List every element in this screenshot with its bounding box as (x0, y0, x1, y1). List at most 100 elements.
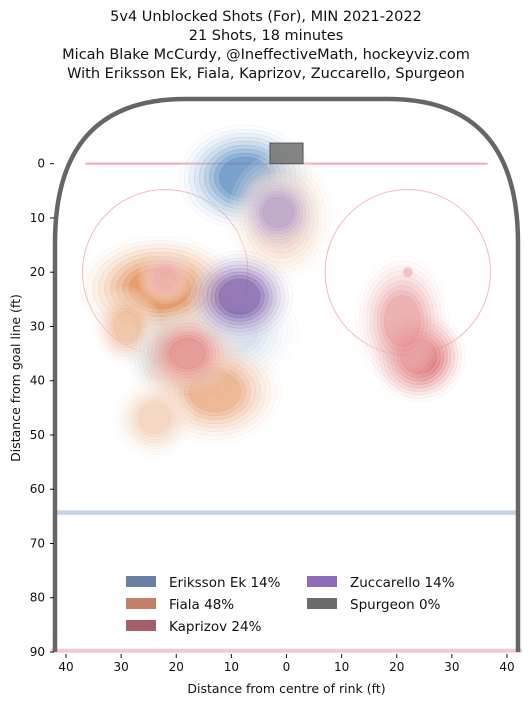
y-tick-label: 70 (30, 536, 45, 550)
density-contour (379, 317, 459, 396)
density-contour (162, 334, 213, 384)
density-contour (142, 314, 233, 404)
legend-label: Eriksson Ek 14% (169, 575, 281, 591)
density-contour (147, 319, 206, 377)
goal-net (269, 142, 304, 165)
density-contour (138, 403, 170, 435)
density-contour (247, 182, 310, 243)
density-contour (128, 267, 191, 310)
density-contour (134, 306, 241, 412)
density-contour (150, 322, 225, 396)
y-axis-title: Distance from goal line (ft) (8, 294, 23, 462)
density-contour (158, 330, 217, 388)
density-contour (194, 257, 285, 336)
density-contour (250, 185, 307, 240)
density-fiala (80, 152, 335, 459)
density-contour (126, 391, 183, 447)
density-contour (80, 236, 240, 341)
density-contour (147, 320, 227, 387)
density-contour (202, 264, 277, 329)
density-contour (169, 283, 293, 381)
density-contour (138, 310, 237, 408)
density-contour (105, 302, 148, 351)
y-tick-label: 0 (37, 157, 45, 171)
density-contour (190, 299, 273, 365)
density-contour (131, 303, 222, 393)
density-contour (168, 338, 206, 370)
density-contour (148, 339, 282, 444)
density-contour (175, 287, 288, 377)
density-contour (372, 310, 466, 403)
density-contour (155, 327, 198, 369)
density-contour (104, 252, 216, 325)
density-contour (153, 343, 277, 440)
x-tick-label: 30 (114, 660, 129, 674)
density-contour (116, 259, 204, 317)
legend-swatch (126, 576, 156, 587)
x-axis-title: Distance from centre of rink (ft) (187, 681, 385, 696)
density-contour (161, 332, 213, 376)
legend-label: Fiala 48% (169, 597, 234, 613)
density-contour (132, 397, 177, 441)
y-tick-label: 90 (30, 645, 45, 659)
x-tick-label: 10 (224, 660, 239, 674)
chart-axes: 0 10 20 30 40 50 60 70 80 90 40 30 20 10 0 10 20 30 40 Dist… (8, 157, 515, 696)
density-contour (239, 167, 323, 269)
density-contour (103, 299, 150, 354)
density-contour (186, 250, 293, 343)
shot-density-layer (80, 124, 466, 459)
density-contour (154, 326, 221, 392)
density-contour (375, 313, 462, 399)
density-contour (210, 271, 269, 322)
density-contour (146, 318, 229, 400)
density-contour (383, 295, 421, 347)
density-contour (138, 251, 192, 304)
density-contour (190, 254, 289, 340)
density-contour (380, 290, 425, 352)
chart-subtitle-shots: 21 Shots, 18 minutes (188, 28, 344, 44)
density-contour (142, 255, 188, 300)
x-tick-label: 10 (334, 660, 349, 674)
y-tick-label: 50 (30, 428, 45, 442)
left-faceoff-circle-dot (160, 267, 171, 278)
density-contour (92, 244, 228, 333)
density-contour (127, 299, 226, 397)
density-contour (195, 303, 268, 361)
rink-boards (52, 96, 521, 652)
y-tick-label: 10 (30, 211, 45, 225)
density-contour (209, 148, 282, 206)
density-contour (139, 311, 214, 385)
y-tick-label: 80 (30, 591, 45, 605)
density-contour (173, 359, 257, 425)
density-contour (178, 363, 251, 421)
density-contour (198, 261, 281, 333)
density-contour (259, 194, 297, 231)
density-contour (205, 311, 258, 353)
density-contour (168, 355, 262, 429)
density-contour (143, 315, 210, 381)
legend-swatch (126, 598, 156, 609)
density-contour (98, 293, 155, 360)
x-tick-label: 20 (169, 660, 184, 674)
density-contour (123, 295, 230, 401)
density-contour (144, 317, 231, 390)
density-contour (359, 260, 446, 382)
legend-label: Zuccarello 14% (350, 575, 455, 591)
left-faceoff-circle (82, 189, 249, 356)
density-contour (163, 351, 267, 433)
density-contour (252, 182, 310, 254)
density-contour (150, 263, 180, 293)
density-contour (389, 327, 448, 385)
x-tick-label: 20 (389, 660, 404, 674)
density-contour (219, 156, 272, 198)
density-contour (382, 320, 455, 392)
density-contour (123, 388, 186, 450)
density-contour (203, 144, 287, 210)
density-contour (373, 280, 432, 362)
legend-swatch (307, 598, 337, 609)
density-contour (154, 267, 176, 289)
density-kaprizov (138, 251, 466, 403)
density-contour (253, 188, 304, 237)
density-contour (122, 263, 197, 314)
